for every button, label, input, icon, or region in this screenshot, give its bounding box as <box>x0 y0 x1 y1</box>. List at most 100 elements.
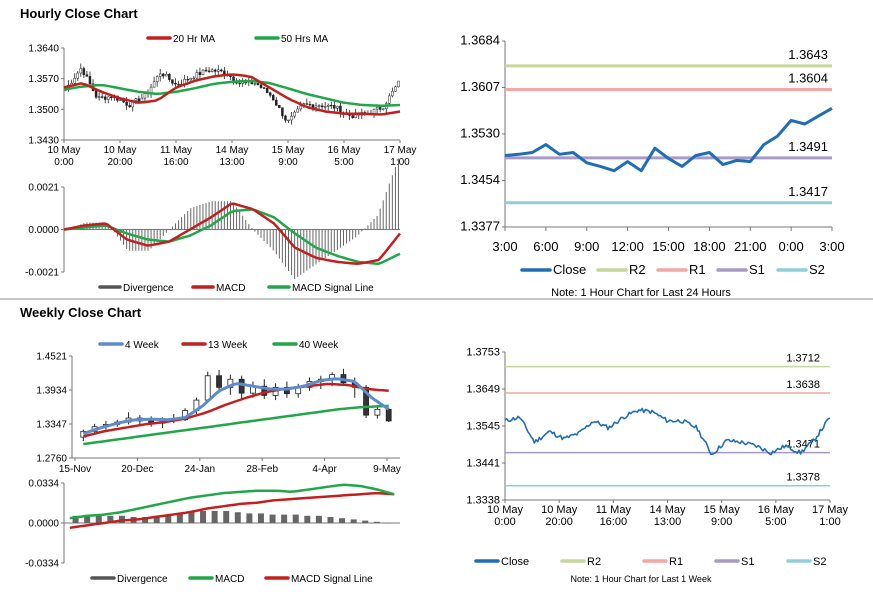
weekly-divergence-bar <box>385 523 392 524</box>
weekly-levels-x-tick-label: 15 May 9:00 <box>704 504 741 528</box>
level-label-r1: 1.3604 <box>788 70 828 85</box>
hourly-ohlc-x-tick-line: 10 May <box>48 145 81 156</box>
weekly-levels-x-tick-line: 16:00 <box>600 516 628 528</box>
candle-body <box>198 72 202 75</box>
weekly-levels-y-tick-label: 1.3545 <box>466 421 500 433</box>
candle-body <box>290 115 293 121</box>
hourly-levels-note: Note: 1 Hour Chart for Last 24 Hours <box>551 287 731 299</box>
hourly-levels-y-tick-label: 1.3377 <box>460 219 500 234</box>
candle-body <box>391 91 394 97</box>
hourly-levels-x-tick-label: 6:00 <box>533 239 558 254</box>
weekly-candle-body <box>374 408 381 416</box>
hourly-levels-legend-label: R1 <box>689 262 706 277</box>
candle-body <box>79 68 83 74</box>
weekly-section-title: Weekly Close Chart <box>20 305 142 320</box>
weekly-divergence-bar <box>84 515 91 523</box>
hourly-macd-legend-label: MACD Signal Line <box>292 283 374 294</box>
weekly-macd-y-tick-label: -0.0334 <box>25 559 59 570</box>
hourly-ohlc-legend-label: 50 Hrs MA <box>281 34 329 45</box>
weekly-divergence-bar <box>188 512 195 523</box>
hourly-levels-y-tick-label: 1.3607 <box>460 79 500 94</box>
weekly-ohlc-y-tick-label: 1.3934 <box>36 386 67 397</box>
hourly-levels-y-tick-label: 1.3684 <box>460 33 500 48</box>
candle-body <box>378 107 382 110</box>
weekly-ohlc-legend-label: 13 Week <box>208 340 248 351</box>
weekly-levels-x-tick-line: 13:00 <box>654 516 682 528</box>
weekly-levels-x-tick-line: 10 May <box>487 504 524 516</box>
candle-body <box>158 73 162 77</box>
weekly-divergence-bar <box>327 517 334 523</box>
candle-body <box>271 95 275 101</box>
hourly-ohlc-y-tick-label: 1.3640 <box>28 44 59 55</box>
hourly-levels-legend-label: R2 <box>629 262 646 277</box>
weekly-divergence-bar <box>304 515 311 523</box>
candle-body <box>320 105 324 108</box>
candle-body <box>76 72 79 79</box>
weekly-levels-x-tick-line: 1:00 <box>819 516 840 528</box>
candle-body <box>213 69 217 72</box>
candle-body <box>134 98 138 101</box>
candle-body <box>162 73 165 77</box>
weekly-ohlc-x-tick-label: 15-Nov <box>59 464 91 475</box>
hourly-macd-y-tick-label: 0.0000 <box>28 225 59 236</box>
weekly-candle-body <box>216 375 222 388</box>
weekly-divergence-bar <box>292 514 299 523</box>
candle-body <box>201 69 205 75</box>
hourly-levels-y-tick-label: 1.3454 <box>460 172 500 187</box>
candle-body <box>171 79 174 84</box>
weekly-divergence-bar <box>234 512 241 523</box>
hourly-ohlc-y-tick-label: 1.3570 <box>28 74 59 85</box>
level-label-s2: 1.3417 <box>788 184 828 199</box>
hourly-ohlc-x-tick-line: 9:00 <box>278 157 298 168</box>
candle-body <box>265 87 269 93</box>
candle-body <box>287 119 290 121</box>
hourly-levels-x-tick-label: 18:00 <box>693 239 726 254</box>
candle-body <box>281 107 284 117</box>
candle-body <box>210 69 214 72</box>
weekly-levels-x-tick-label: 10 May 0:00 <box>487 504 524 528</box>
candle-body <box>100 96 104 98</box>
weekly-level-label-r2: 1.3712 <box>786 353 820 365</box>
hourly-ohlc-y-tick-label: 1.3430 <box>28 136 59 147</box>
weekly-divergence-bar <box>211 511 218 523</box>
weekly-divergence-bar <box>315 515 322 523</box>
weekly-levels-legend-label: R2 <box>587 556 601 568</box>
candle-body <box>305 103 309 105</box>
hourly-levels-x-tick-label: 9:00 <box>574 239 599 254</box>
hourly-levels-x-tick-label: 3:00 <box>819 239 844 254</box>
weekly-levels-x-tick-label: 14 May 13:00 <box>649 504 686 528</box>
weekly-divergence-bar <box>257 513 264 523</box>
hourly-levels-x-tick-label: 15:00 <box>652 239 685 254</box>
candle-body <box>381 108 385 110</box>
signal-line <box>63 208 401 266</box>
close-line <box>504 106 833 173</box>
ma20-line <box>63 73 401 116</box>
candle-body <box>137 98 141 102</box>
weekly-close-line <box>504 407 831 456</box>
weekly-ohlc-y-tick-label: 1.4521 <box>36 352 67 363</box>
candle-body <box>174 83 177 85</box>
candle-body <box>73 78 76 84</box>
candle-body <box>82 68 86 75</box>
hourly-levels-legend-label: S2 <box>809 262 825 277</box>
candle-body <box>186 79 189 81</box>
weekly-levels-x-tick-label: 16 May 5:00 <box>758 504 795 528</box>
weekly-levels-legend-label: R1 <box>669 556 683 568</box>
hourly-ohlc-x-tick-line: 0:00 <box>54 157 74 168</box>
weekly-divergence-bar <box>176 513 183 523</box>
candle-body <box>168 73 171 80</box>
ma50-line <box>63 79 401 108</box>
candle-body <box>125 101 128 106</box>
weekly-ohlc-x-tick-label: 24-Jan <box>185 464 216 475</box>
candle-body <box>336 105 339 109</box>
weekly-level-label-r1: 1.3638 <box>786 379 820 391</box>
candle-body <box>189 77 193 81</box>
weekly-divergence-bar <box>350 519 357 523</box>
candle-body <box>275 99 278 106</box>
hourly-levels-legend-label: S1 <box>749 262 765 277</box>
hourly-ohlc-x-tick-line: 16:00 <box>163 157 188 168</box>
weekly-divergence-bar <box>339 518 346 523</box>
candle-body <box>262 87 266 89</box>
candle-body <box>238 82 241 85</box>
